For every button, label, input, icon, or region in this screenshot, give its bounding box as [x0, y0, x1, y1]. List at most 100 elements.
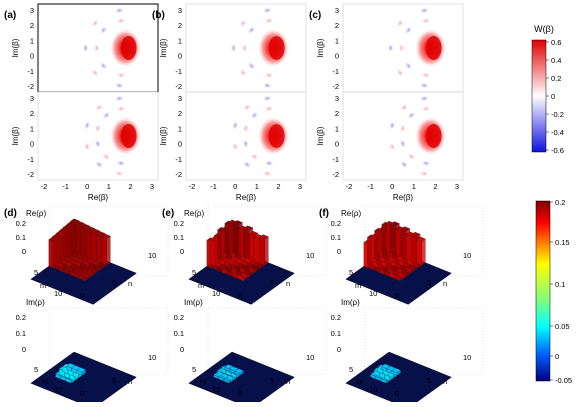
m-tick-label: 10 [369, 385, 377, 394]
z-tick-label: 0 [337, 345, 341, 354]
y-tick-label: 1 [178, 36, 182, 45]
y-tick-label: 0 [335, 140, 339, 149]
y-tick-label: -1 [332, 67, 339, 76]
z-axis-label: Im(ρ) [184, 298, 203, 307]
y-tick-label: 3 [30, 94, 34, 103]
negative-fringe [421, 159, 432, 167]
negative-fringe [99, 25, 108, 35]
positive-fringe [239, 68, 248, 78]
n-tick-label: 5 [112, 278, 116, 287]
density-panels: (d) Re(ρ)0.20.10510m0510nIm(ρ)0.20.10510m… [4, 205, 484, 407]
n-tick-label: 10 [463, 251, 471, 260]
x-tick-label: -2 [346, 182, 353, 191]
y-tick-label: -2 [27, 82, 34, 91]
negative-fringe [404, 61, 413, 71]
n-tick-label: 5 [427, 376, 431, 385]
m-tick-label: 10 [54, 289, 62, 298]
real-part-plot: Re(ρ)0.2 0.1 0 5 10 m 0 5 10 n [174, 205, 327, 305]
m-tick-label: 5 [349, 268, 353, 277]
z-axis-label: Im(ρ) [341, 298, 360, 307]
y-tick-label: 2 [335, 109, 339, 118]
negative-fringe [94, 138, 102, 149]
z-tick-label: 0.2 [331, 219, 341, 228]
positive-fringe [421, 71, 432, 79]
z-tick-label: 0.1 [16, 329, 26, 338]
n-axis-label: n [443, 377, 447, 386]
y-tick-label: 0 [30, 52, 34, 61]
m-tick-label: 10 [212, 385, 220, 394]
colorbar-rho-scale [535, 200, 551, 382]
positive-fringe [102, 152, 111, 161]
negative-fringe [82, 43, 89, 53]
bar-front [228, 222, 234, 253]
colorbar-tick-label: -0.2 [551, 110, 564, 119]
positive-fringe [94, 123, 102, 134]
n-axis-label: n [443, 279, 447, 288]
y-tick-label: -1 [175, 67, 182, 76]
negative-fringe [114, 82, 125, 89]
wigner-peak-core [120, 124, 137, 148]
bar-top [101, 233, 111, 239]
z-tick-label: 0 [337, 247, 341, 256]
n-tick-label: 10 [306, 251, 314, 260]
positive-fringe [388, 141, 396, 152]
negative-fringe [399, 138, 407, 149]
bar-front [249, 233, 255, 262]
real-part-plot: Re(ρ)0.2 0.1 0 5 10 m 0 5 10 n [16, 205, 169, 305]
colorbar-tick-label: -0.4 [551, 128, 564, 137]
y-tick-label: -2 [332, 170, 339, 179]
negative-fringe [264, 159, 275, 167]
n-axis-label: n [128, 279, 132, 288]
positive-fringe [94, 103, 104, 112]
bar-top [75, 221, 85, 227]
n-tick-label: 5 [112, 376, 116, 385]
wigner-map-theory: 3 2 1 0 -1 -2 Im(β) [11, 3, 159, 93]
positive-fringe [239, 18, 248, 28]
y-tick-label: -1 [332, 155, 339, 164]
panel-letter: (f) [319, 208, 329, 219]
bar-top [259, 234, 269, 240]
x-axis-label: Re(β) [236, 193, 256, 202]
bar-front [91, 231, 97, 262]
bar-side [264, 236, 269, 266]
negative-fringe [387, 43, 394, 53]
positive-fringe [407, 152, 416, 161]
wigner-peak-core [425, 36, 442, 60]
panel-letter: (b) [152, 10, 165, 21]
x-tick-label: 0 [233, 182, 237, 191]
bar-front [416, 239, 422, 266]
negative-fringe [419, 95, 430, 102]
positive-fringe [93, 43, 100, 53]
floor-plane [188, 351, 295, 407]
negative-fringe [83, 120, 91, 131]
bar-front [400, 228, 407, 260]
n-axis-label: n [286, 279, 290, 288]
colorbar-tick-label: 0 [551, 92, 555, 101]
y-tick-label: 3 [335, 94, 339, 103]
bar-front [85, 228, 92, 260]
m-tick-label: 5 [192, 268, 196, 277]
y-tick-label: 2 [178, 109, 182, 118]
x-tick-label: 2 [276, 182, 280, 191]
panel-letter: (e) [162, 208, 174, 219]
wigner-map-theory: 3 2 1 0 -1 -2 Im(β) [159, 3, 307, 93]
bar-top [70, 218, 80, 224]
negative-fringe [231, 120, 239, 131]
y-tick-label: 1 [30, 36, 34, 45]
n-tick-label: 10 [463, 353, 471, 362]
z-tick-label: 0.1 [331, 233, 341, 242]
negative-fringe [399, 160, 409, 169]
bar-top [400, 226, 411, 232]
colorbar-tick-label: 0.05 [555, 322, 570, 331]
z-axis-label: Re(ρ) [341, 209, 361, 218]
positive-fringe [91, 68, 100, 78]
x-tick-label: 2 [128, 182, 132, 191]
x-tick-label: 3 [298, 182, 302, 191]
y-axis-label: Im(β) [11, 38, 20, 57]
n-tick-label: 0 [395, 291, 399, 300]
bar-front [395, 228, 402, 258]
n-tick-label: 0 [80, 291, 84, 300]
negative-fringe [262, 82, 273, 89]
negative-fringe [250, 111, 259, 120]
